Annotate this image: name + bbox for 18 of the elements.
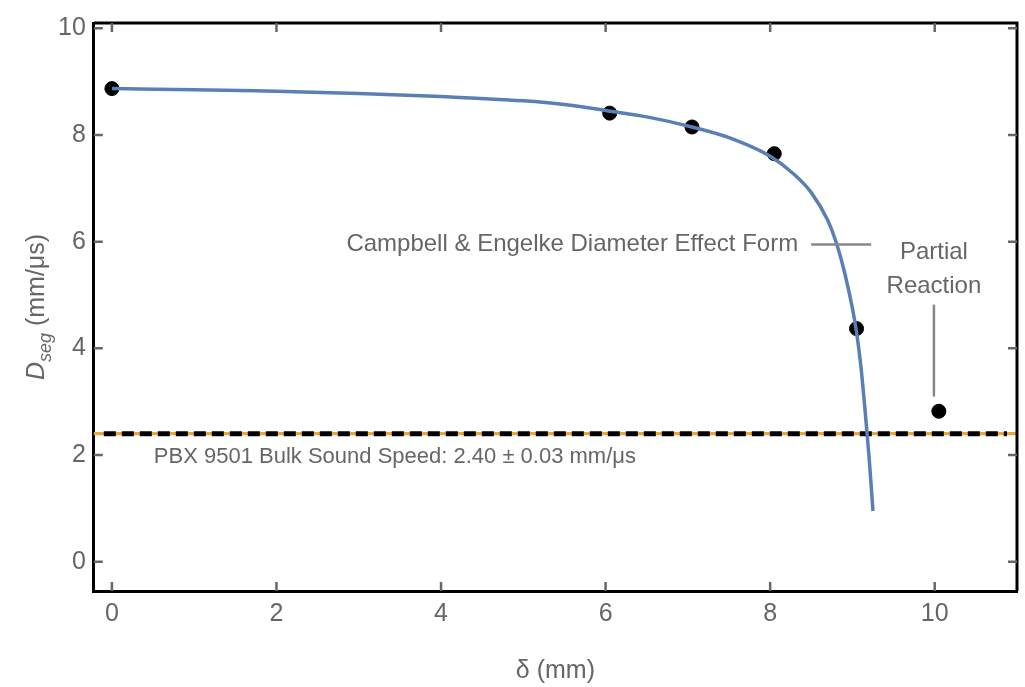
annotation: Partial Reaction bbox=[886, 236, 982, 298]
annotation: Campbell & Engelke Diameter Effect Form bbox=[346, 229, 799, 257]
y-tick-label: 2 bbox=[71, 438, 86, 467]
x-tick-label: 0 bbox=[104, 597, 119, 626]
y-tick-label: 10 bbox=[58, 12, 86, 41]
x-tick-label: 4 bbox=[434, 597, 449, 626]
y-tick-label: 0 bbox=[71, 545, 86, 574]
y-tick-label: 4 bbox=[71, 332, 86, 361]
x-tick-label: 2 bbox=[269, 597, 284, 626]
ref-line-label: PBX 9501 Bulk Sound Speed: 2.40 ± 0.03 mm/μs bbox=[153, 442, 636, 468]
x-tick-label: 6 bbox=[598, 597, 613, 626]
y-tick-label: 8 bbox=[71, 118, 86, 147]
y-axis-title: Dseg (mm/μs) bbox=[21, 233, 55, 381]
x-tick-label: 8 bbox=[763, 597, 778, 626]
x-axis-title: δ (mm) bbox=[515, 655, 595, 683]
point bbox=[931, 403, 947, 419]
y-tick-label: 6 bbox=[71, 225, 86, 254]
x-tick-label: 10 bbox=[920, 597, 949, 626]
